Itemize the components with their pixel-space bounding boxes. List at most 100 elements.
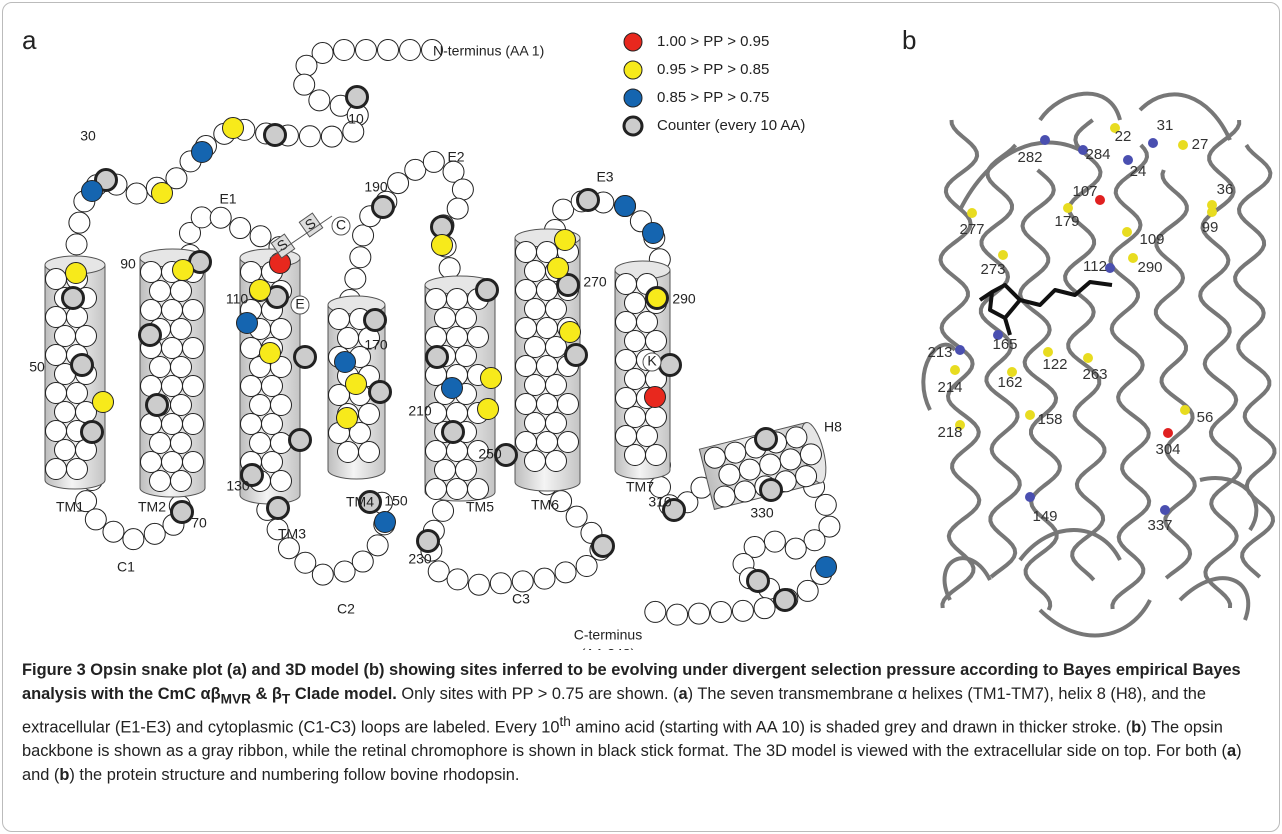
residue [46, 307, 67, 328]
counter-label: 70 [191, 515, 207, 531]
residue [334, 561, 355, 582]
residue [447, 198, 468, 219]
residue [365, 310, 386, 331]
residue [797, 580, 818, 601]
residue [732, 600, 753, 621]
helix-label: TM1 [56, 499, 84, 515]
residue [223, 118, 244, 139]
residue [525, 375, 546, 396]
residue [516, 394, 537, 415]
residue [162, 452, 183, 473]
residue [426, 441, 447, 462]
residue [152, 183, 173, 204]
legend-label: 0.85 > PP > 0.75 [657, 89, 769, 106]
residue [241, 414, 262, 435]
residue-dot [950, 365, 960, 375]
residue [171, 281, 192, 302]
residue [615, 196, 636, 217]
residue [103, 521, 124, 542]
residue [566, 345, 587, 366]
legend-label: 0.95 > PP > 0.85 [657, 61, 769, 78]
figure-caption: Figure 3 Opsin snake plot (a) and 3D mod… [22, 659, 1267, 787]
residue [210, 207, 231, 228]
residue [578, 190, 599, 211]
residue [338, 328, 359, 349]
residue-label: 165 [992, 336, 1017, 353]
residue [294, 74, 315, 95]
counter-label: 270 [583, 274, 607, 290]
residue [171, 471, 192, 492]
residue [388, 173, 409, 194]
residue [46, 421, 67, 442]
residue [468, 327, 489, 348]
residue [816, 557, 837, 578]
residue-label: 56 [1197, 409, 1214, 426]
residue [66, 234, 87, 255]
residue [645, 601, 666, 622]
residue [637, 312, 658, 333]
residue [271, 395, 292, 416]
residue-dot [1163, 428, 1173, 438]
residue [616, 426, 637, 447]
residue [359, 404, 380, 425]
residue [647, 288, 668, 309]
residue [82, 181, 103, 202]
residue [191, 207, 212, 228]
helix-label: TM6 [531, 497, 559, 513]
residue [426, 327, 447, 348]
residue [643, 223, 664, 244]
ribbon-helix [1110, 145, 1149, 609]
legend-swatch [624, 61, 642, 79]
legend-label: Counter (every 10 AA) [657, 117, 805, 134]
residue [525, 337, 546, 358]
residue [447, 289, 468, 310]
residue-dot [1160, 505, 1170, 515]
residue [754, 598, 775, 619]
residue [439, 258, 460, 279]
residue [423, 151, 444, 172]
ribbon-helix [941, 120, 980, 608]
residue [183, 414, 204, 435]
residue [162, 414, 183, 435]
residue [689, 603, 710, 624]
ribbon-helix [1020, 170, 1060, 610]
residue [452, 179, 473, 200]
residue [171, 357, 192, 378]
residue [250, 395, 271, 416]
residue [443, 422, 464, 443]
residue [710, 601, 731, 622]
residue [72, 355, 93, 376]
residue [400, 40, 421, 61]
residue [123, 529, 144, 550]
residue [353, 225, 374, 246]
residue [150, 471, 171, 492]
residue [553, 199, 574, 220]
residue [558, 432, 579, 453]
loop-label: C3 [512, 591, 530, 607]
counter-label: 30 [80, 128, 96, 144]
residue [646, 407, 667, 428]
counter-label: 10 [348, 111, 364, 127]
residue-label: 31 [1157, 117, 1174, 134]
residue [250, 280, 271, 301]
residue [192, 142, 213, 163]
counter-label: 190 [364, 179, 388, 195]
residue [250, 433, 271, 454]
residue [335, 352, 356, 373]
residue [558, 394, 579, 415]
residue-label: 284 [1085, 146, 1110, 163]
helix-label: TM2 [138, 499, 166, 515]
residue [516, 356, 537, 377]
residue [537, 356, 558, 377]
residue [435, 460, 456, 481]
residue [375, 512, 396, 533]
caption-text: MVR [221, 691, 251, 706]
residue-dot [1083, 353, 1093, 363]
residue [141, 300, 162, 321]
caption-text: Clade model. [290, 685, 397, 703]
counter-label: 50 [29, 359, 45, 375]
residue [625, 331, 646, 352]
residue [262, 414, 283, 435]
counter-label: 90 [120, 256, 136, 272]
residue [616, 388, 637, 409]
